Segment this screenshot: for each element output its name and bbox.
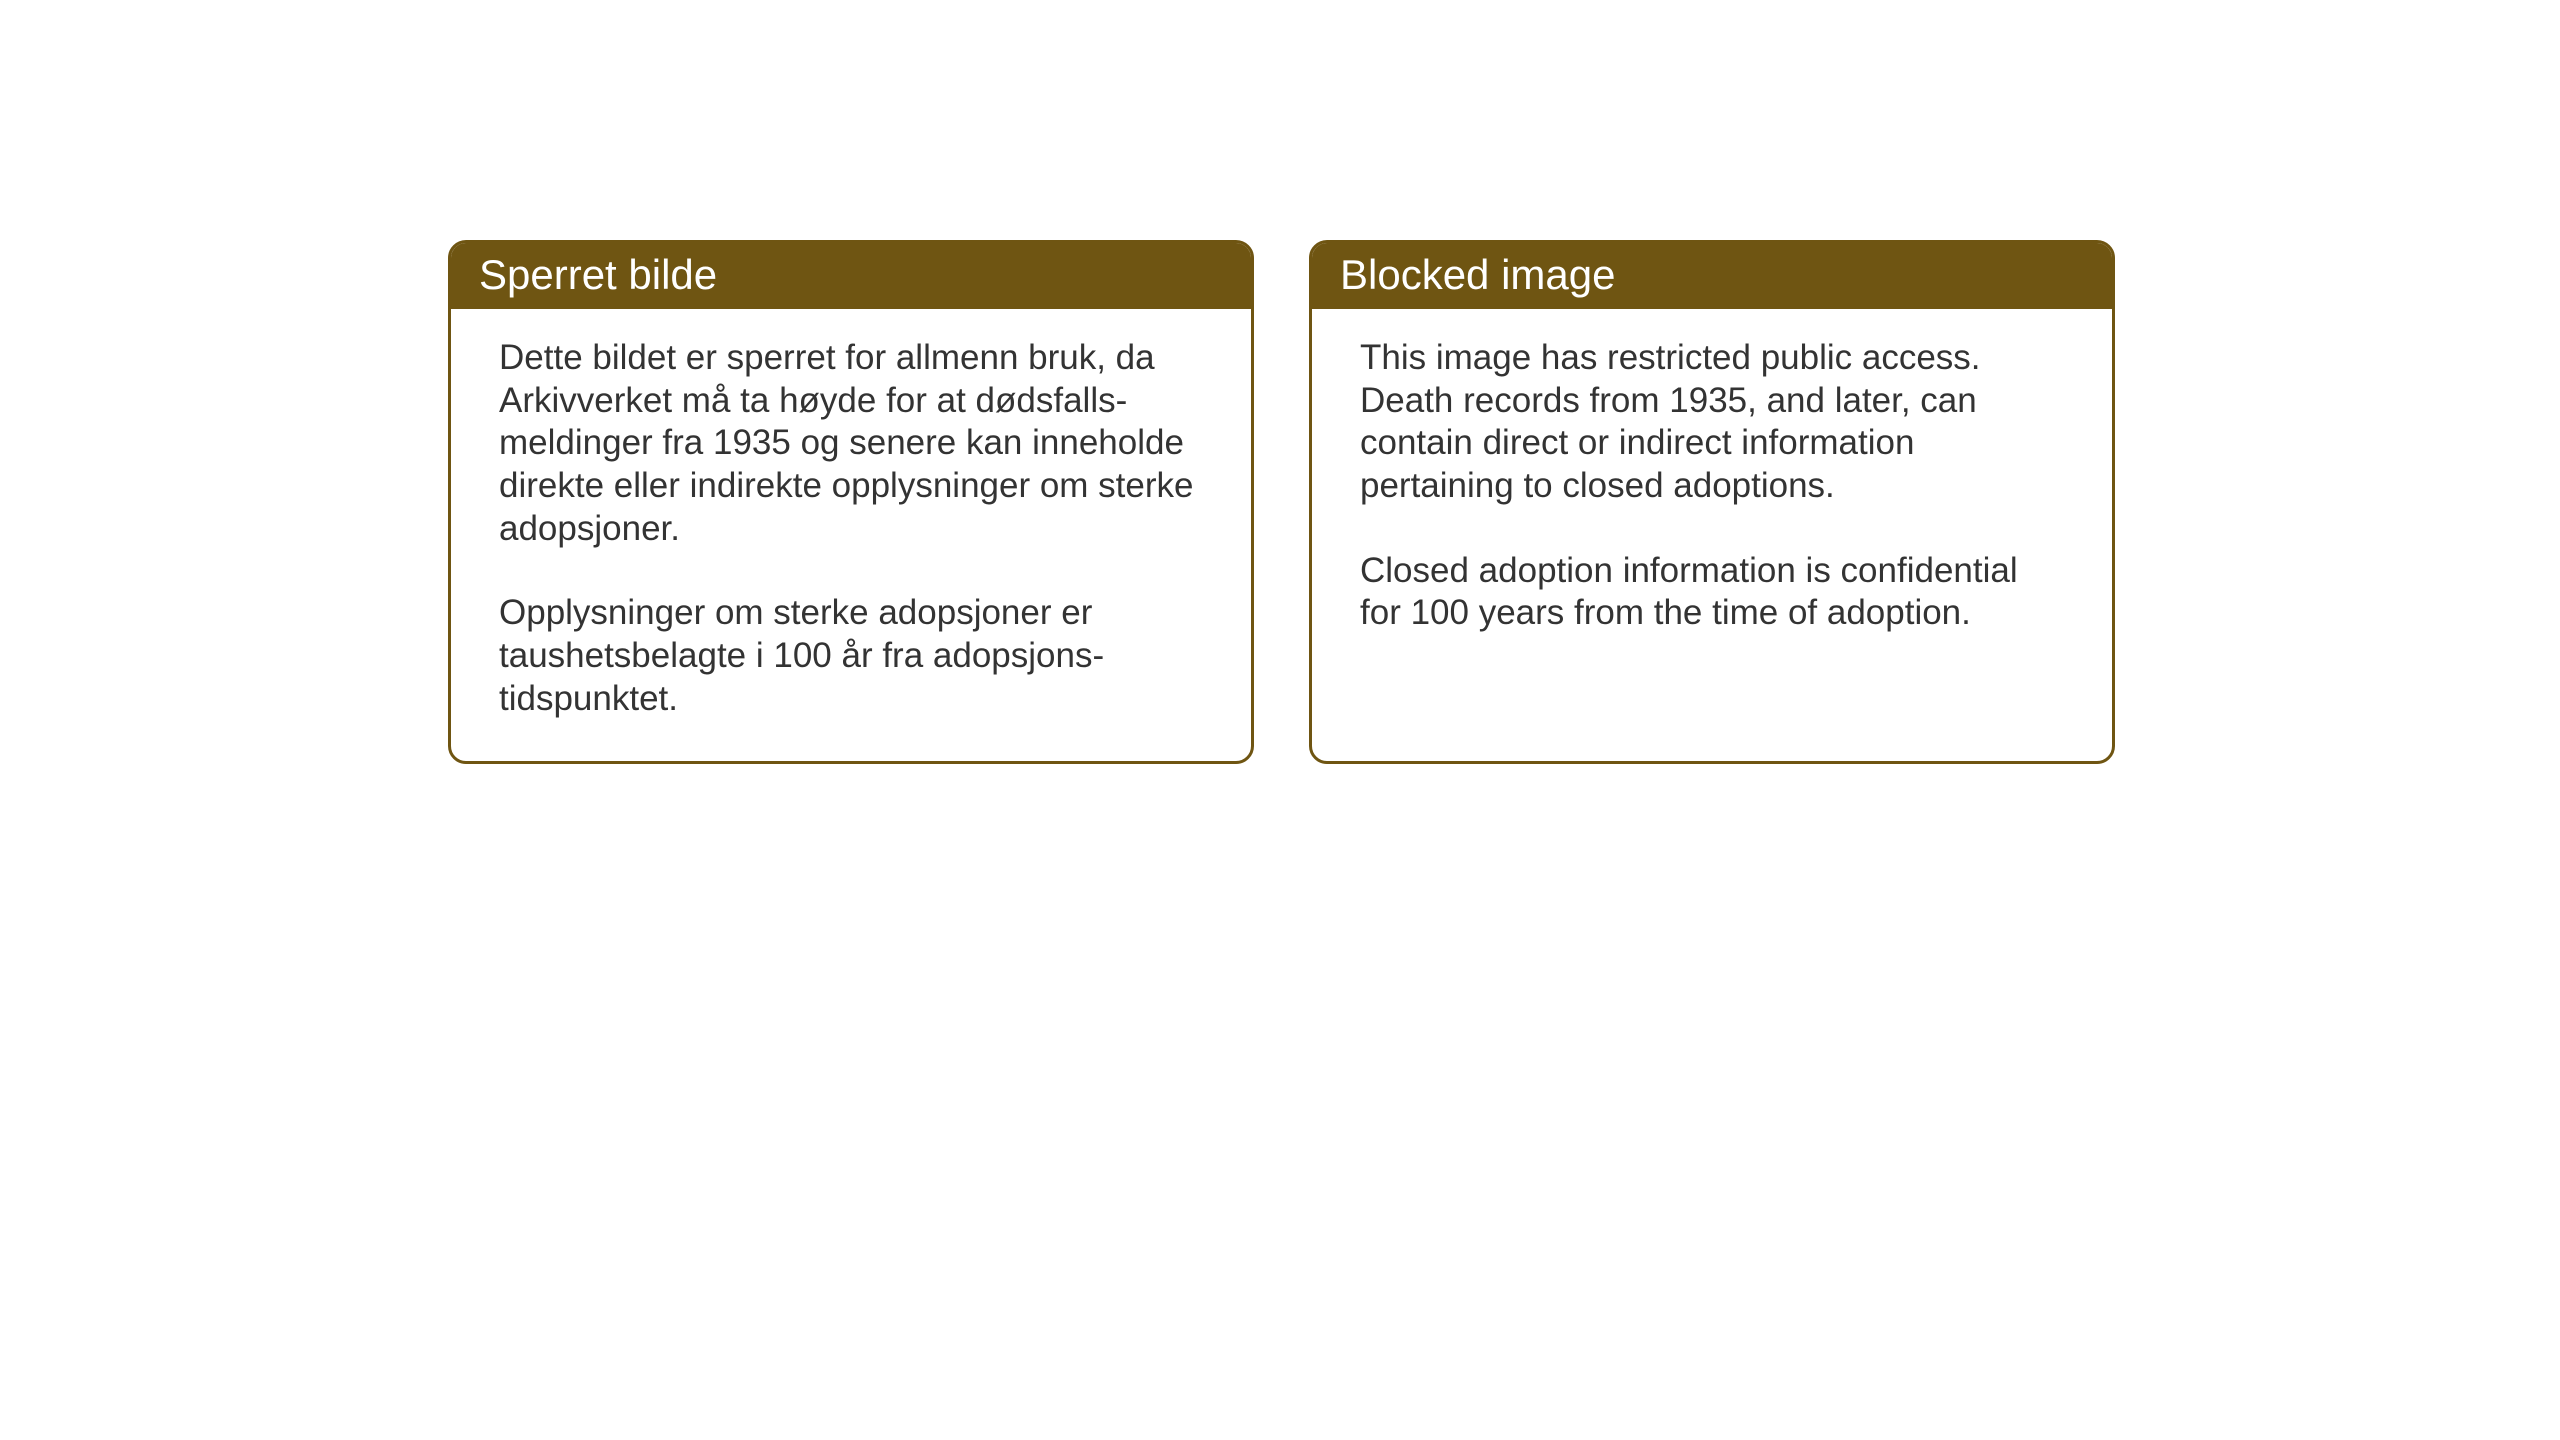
- norwegian-card-body: Dette bildet er sperret for allmenn bruk…: [451, 309, 1251, 761]
- norwegian-card: Sperret bilde Dette bildet er sperret fo…: [448, 240, 1254, 764]
- norwegian-card-title: Sperret bilde: [451, 243, 1251, 309]
- english-card-title: Blocked image: [1312, 243, 2112, 309]
- norwegian-paragraph-2: Opplysninger om sterke adopsjoner er tau…: [499, 592, 1203, 720]
- english-card: Blocked image This image has restricted …: [1309, 240, 2115, 764]
- norwegian-paragraph-1: Dette bildet er sperret for allmenn bruk…: [499, 337, 1203, 550]
- english-paragraph-2: Closed adoption information is confident…: [1360, 550, 2064, 635]
- english-card-body: This image has restricted public access.…: [1312, 309, 2112, 675]
- english-paragraph-1: This image has restricted public access.…: [1360, 337, 2064, 508]
- notice-container: Sperret bilde Dette bildet er sperret fo…: [448, 240, 2115, 764]
